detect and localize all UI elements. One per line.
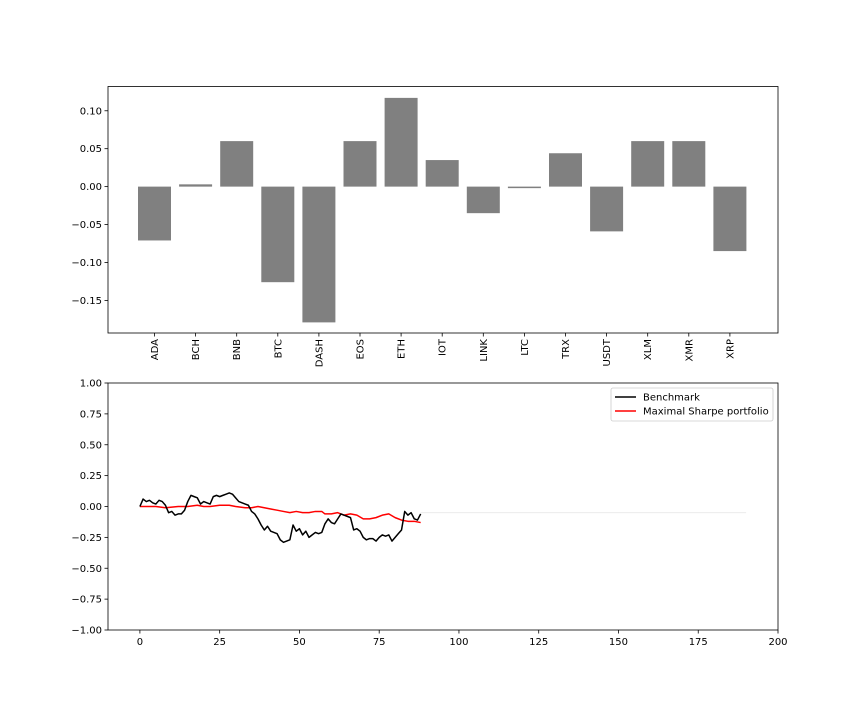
bar-xtick-label: IOT [438, 338, 449, 356]
bar-ytick-label: −0.10 [71, 258, 102, 269]
bar-ytick-label: 0.10 [80, 106, 102, 117]
line-ytick-label: −1.00 [71, 626, 102, 637]
legend: Benchmark Maximal Sharpe portfolio [610, 387, 774, 422]
bar-bch [179, 184, 213, 187]
series-line-benchmark [139, 492, 422, 544]
bar-xtick-label: XLM [643, 339, 654, 360]
bar-ytick-label: −0.15 [71, 296, 102, 307]
bar-xtick-label: XMR [684, 339, 695, 361]
bar-xtick-label: BTC [273, 339, 284, 358]
bar-xlm [631, 141, 665, 187]
bar-ltc [507, 186, 541, 189]
bar-xtick-label: LTC [520, 339, 531, 356]
line-ytick-label: 1.00 [80, 379, 102, 390]
line-ytick-label: 0.25 [80, 471, 102, 482]
bar-dash [302, 186, 336, 323]
bar-ytick-label: 0.00 [80, 182, 102, 193]
line-chart: 1.00 0.75 0.50 0.25 0.00 −0.25 −0.50 −0.75 −1.00… [71, 379, 787, 649]
bar-chart: 0.10 0.05 0.00 −0.05 −0.10 −0.15 ADA BCH BNB BTC… [71, 86, 779, 367]
bar-chart-frame [107, 86, 779, 334]
bar-xtick-label: BCH [191, 339, 202, 360]
line-ytick-label: 0.50 [80, 440, 102, 451]
bar-xtick-label: DASH [314, 339, 325, 367]
bar-xtick-label: BNB [232, 339, 243, 360]
bar-xtick-label: XRP [725, 339, 736, 359]
bar-ada [138, 186, 171, 241]
bar-ytick-label: −0.05 [71, 220, 102, 231]
line-xtick-label: 150 [609, 637, 628, 648]
line-xtick-label: 75 [373, 637, 386, 648]
bar-xtick-label: ETH [397, 339, 408, 359]
bar-xtick-label: ADA [150, 339, 161, 360]
legend-label-benchmark: Benchmark [643, 393, 700, 404]
bar-trx [549, 153, 582, 187]
bar-bnb [220, 141, 254, 187]
line-ytick-label: −0.75 [71, 595, 102, 606]
bar-iot [425, 160, 459, 187]
bar-xtick-label: USDT [602, 338, 613, 366]
bar-link [466, 186, 500, 214]
line-xtick-label: 175 [689, 637, 708, 648]
bar-xtick-label: LINK [479, 339, 490, 362]
line-ytick-label: 0.75 [80, 409, 102, 420]
line-ytick-label: −0.25 [71, 533, 102, 544]
bar-xmr [672, 141, 706, 187]
bar-eos [343, 141, 377, 187]
line-xtick-label: 0 [137, 637, 143, 648]
bar-usdt [590, 186, 624, 232]
line-xtick-label: 100 [449, 637, 468, 648]
line-xtick-label: 125 [529, 637, 548, 648]
bar-xrp [713, 186, 747, 252]
line-ytick-label: 0.00 [80, 502, 102, 513]
bar-btc [261, 186, 295, 283]
legend-box [610, 387, 774, 422]
line-ytick-label: −0.50 [71, 564, 102, 575]
line-xtick-label: 50 [293, 637, 306, 648]
line-xtick-label: 25 [213, 637, 226, 648]
legend-label-max-sharpe: Maximal Sharpe portfolio [643, 407, 769, 418]
bar-ytick-label: 0.05 [80, 144, 102, 155]
line-xtick-label: 200 [768, 637, 787, 648]
bar-xtick-label: TRX [561, 339, 572, 360]
bar-xtick-label: EOS [356, 339, 367, 360]
series-line-max-sharpe [139, 504, 421, 524]
bar-eth [384, 97, 418, 187]
